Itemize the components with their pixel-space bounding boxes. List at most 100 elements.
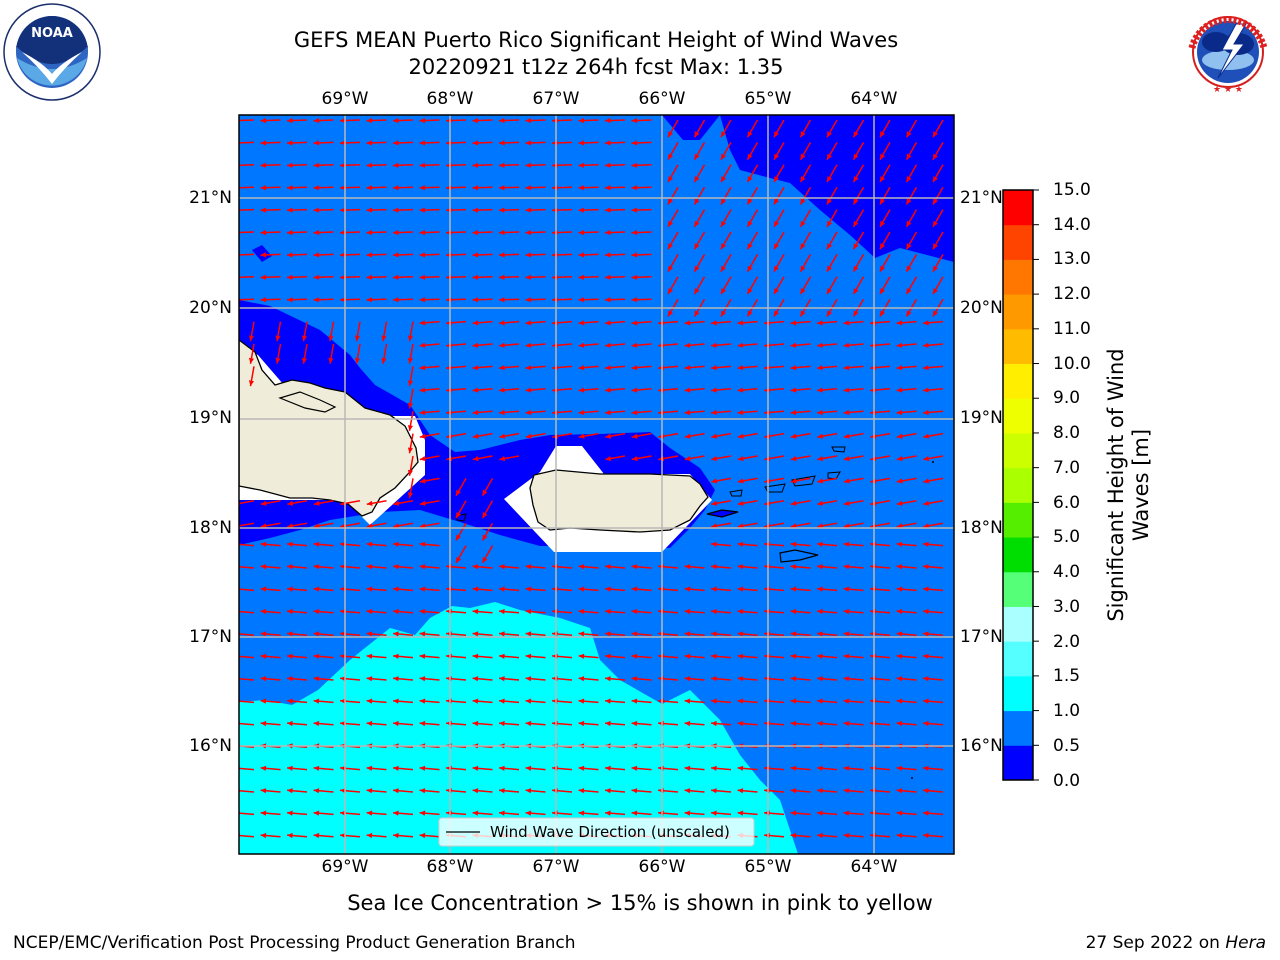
wind-wave-arrow-head bbox=[684, 720, 691, 727]
wind-wave-arrow-head bbox=[313, 252, 319, 258]
wind-wave-arrow-head bbox=[578, 564, 585, 570]
wind-wave-arrow-head bbox=[419, 676, 426, 682]
wind-wave-arrow-head bbox=[313, 676, 320, 682]
wind-wave-arrow-head bbox=[313, 788, 320, 794]
island-virgin-2 bbox=[764, 483, 786, 493]
wind-wave-arrow-head bbox=[525, 720, 532, 727]
wind-wave-arrow-head bbox=[393, 608, 399, 615]
colorbar-tick-9.0: 9.0 bbox=[1053, 388, 1081, 408]
wind-wave-arrow-head bbox=[393, 810, 399, 816]
wind-wave-arrow-head bbox=[499, 252, 505, 258]
wind-wave-arrow-head bbox=[499, 676, 505, 682]
wind-wave-arrow-head bbox=[923, 564, 929, 570]
wind-wave-arrow-head bbox=[313, 564, 320, 570]
wind-wave-arrow-head bbox=[737, 608, 744, 615]
wind-wave-arrow-head bbox=[499, 185, 505, 191]
wind-wave-arrow-head bbox=[684, 676, 691, 682]
wind-wave-arrow-head bbox=[366, 523, 373, 529]
wind-wave-arrow-head bbox=[366, 788, 373, 794]
wind-wave-arrow-head bbox=[605, 117, 611, 124]
wind-wave-arrow-head bbox=[711, 720, 717, 727]
wind-wave-arrow-head bbox=[631, 342, 638, 348]
wind-wave-arrow-head bbox=[853, 153, 859, 160]
wind-wave-arrow-head bbox=[843, 564, 850, 570]
wind-wave-arrow-head bbox=[287, 810, 293, 816]
wind-wave-arrow-head bbox=[248, 380, 254, 387]
wind-wave-arrow-head bbox=[737, 676, 744, 682]
wind-wave-arrow-head bbox=[790, 586, 797, 592]
wind-wave-arrow-head bbox=[419, 720, 426, 727]
wind-wave-arrow-head bbox=[472, 676, 479, 682]
wind-wave-arrow-head bbox=[287, 698, 293, 704]
wind-wave-arrow-head bbox=[790, 631, 797, 637]
wind-wave-arrow-head bbox=[817, 765, 823, 771]
wind-wave-arrow-head bbox=[880, 198, 885, 205]
wind-wave-arrow-head bbox=[456, 489, 461, 496]
wind-wave-arrow-head bbox=[933, 131, 938, 138]
wind-wave-arrow-head bbox=[393, 788, 399, 794]
wind-wave-arrow-head bbox=[843, 788, 850, 794]
wind-wave-arrow-head bbox=[393, 140, 399, 146]
wind-wave-arrow-head bbox=[472, 433, 479, 439]
wind-wave-arrow-head bbox=[631, 564, 638, 570]
wind-wave-arrow-head bbox=[605, 608, 611, 615]
wind-wave-arrow-head bbox=[605, 162, 611, 168]
wind-wave-arrow-head bbox=[896, 433, 903, 439]
wind-wave-arrow-head bbox=[668, 131, 673, 138]
wind-wave-arrow-head bbox=[472, 698, 479, 704]
wind-wave-arrow-head bbox=[287, 117, 293, 124]
wind-wave-arrow-head bbox=[472, 140, 478, 146]
wind-wave-arrow-head bbox=[817, 720, 823, 727]
wind-wave-arrow-head bbox=[896, 409, 903, 416]
land-hispaniola bbox=[239, 339, 419, 517]
wind-wave-arrow-head bbox=[843, 541, 850, 547]
wind-wave-arrow-head bbox=[711, 631, 717, 637]
wind-wave-arrow-head bbox=[853, 310, 859, 317]
wind-wave-arrow-head bbox=[313, 810, 320, 816]
wind-wave-arrow-head bbox=[800, 131, 806, 138]
wind-wave-arrow-head bbox=[578, 653, 585, 659]
island-virgin-5 bbox=[831, 446, 846, 453]
wind-wave-arrow-head bbox=[790, 676, 797, 682]
wind-wave-arrow-head bbox=[393, 586, 399, 592]
band-0.0-0.5-patch bbox=[252, 245, 272, 262]
wind-wave-arrow-head bbox=[578, 676, 585, 682]
colorbar-swatch bbox=[1003, 641, 1033, 677]
wind-wave-arrow-head bbox=[747, 153, 753, 160]
wind-wave-arrow-head bbox=[721, 243, 726, 250]
wind-wave-arrow-head bbox=[525, 229, 531, 236]
wind-wave-arrow-head bbox=[906, 176, 912, 183]
wind-wave-arrow-head bbox=[482, 512, 488, 519]
wind-wave-arrow-head bbox=[747, 220, 753, 227]
wind-wave-arrow-head bbox=[774, 243, 779, 250]
wind-wave-arrow-head bbox=[578, 586, 585, 592]
wind-wave-arrow-shaft bbox=[239, 119, 255, 122]
wind-wave-arrow-head bbox=[313, 185, 319, 191]
wind-wave-arrow-head bbox=[631, 456, 638, 462]
colorbar-swatch bbox=[1003, 675, 1033, 712]
wind-wave-arrow-head bbox=[631, 631, 638, 637]
wind-wave-arrow-head bbox=[631, 162, 637, 168]
colorbar-tick-14.0: 14.0 bbox=[1053, 215, 1091, 235]
wind-wave-arrow-head bbox=[747, 176, 753, 183]
wind-wave-arrow-head bbox=[800, 176, 806, 183]
wind-wave-arrow-head bbox=[694, 153, 700, 160]
footer-credit: NCEP/EMC/Verification Post Processing Pr… bbox=[13, 933, 576, 953]
wind-wave-arrow-head bbox=[896, 810, 903, 816]
wind-wave-arrow-head bbox=[366, 500, 373, 506]
wind-wave-arrow-head bbox=[393, 252, 399, 258]
wind-wave-arrow-head bbox=[407, 335, 413, 342]
wind-wave-arrow-head bbox=[880, 310, 885, 317]
lat-label-right-21n: 21°N bbox=[960, 188, 1003, 208]
wind-wave-arrow-head bbox=[737, 631, 744, 637]
wind-wave-arrow-head bbox=[605, 631, 611, 637]
wind-wave-arrow-head bbox=[737, 541, 744, 547]
wind-wave-arrow-head bbox=[578, 365, 585, 371]
wind-wave-arrow-head bbox=[578, 810, 585, 816]
wind-wave-arrow-head bbox=[499, 698, 505, 704]
wind-wave-arrow-head bbox=[287, 162, 293, 168]
wind-wave-arrow-head bbox=[817, 409, 823, 416]
wind-wave-arrow-head bbox=[525, 342, 532, 348]
wind-wave-arrow-head bbox=[419, 698, 426, 704]
wind-wave-arrow-head bbox=[843, 433, 850, 439]
